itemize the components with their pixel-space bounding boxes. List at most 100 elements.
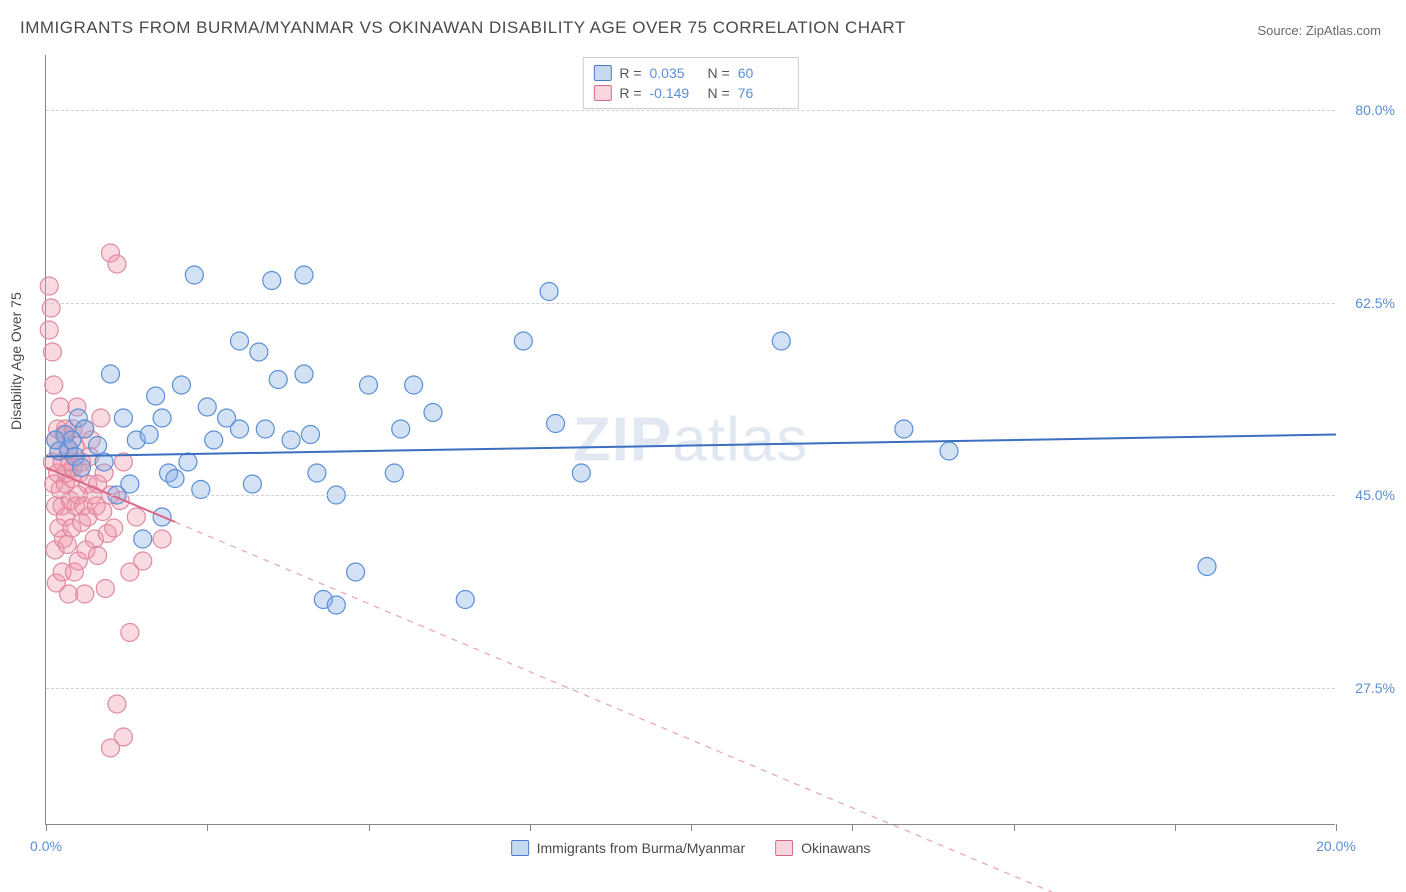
data-point <box>105 519 123 537</box>
plot-area: ZIPatlas R = 0.035 N = 60 R = -0.149 N =… <box>45 55 1335 825</box>
x-tick <box>852 824 853 831</box>
y-tick-label: 62.5% <box>1355 295 1395 311</box>
data-point <box>40 277 58 295</box>
n-value-blue: 60 <box>738 65 788 81</box>
data-point <box>89 547 107 565</box>
x-tick <box>1014 824 1015 831</box>
chart-svg <box>46 55 1335 824</box>
source-name: ZipAtlas.com <box>1306 23 1381 38</box>
x-tick <box>207 824 208 831</box>
data-point <box>895 420 913 438</box>
data-point <box>134 552 152 570</box>
x-tick <box>46 824 47 831</box>
x-tick <box>1175 824 1176 831</box>
data-point <box>347 563 365 581</box>
data-point <box>102 365 120 383</box>
data-point <box>250 343 268 361</box>
data-point <box>51 398 69 416</box>
swatch-blue-icon <box>511 840 529 856</box>
data-point <box>102 739 120 757</box>
data-point <box>231 420 249 438</box>
gridline-h <box>46 688 1335 689</box>
n-label: N = <box>708 85 730 101</box>
data-point <box>1198 558 1216 576</box>
x-tick <box>691 824 692 831</box>
data-point <box>166 470 184 488</box>
data-point <box>295 266 313 284</box>
data-point <box>172 376 190 394</box>
data-point <box>47 431 65 449</box>
source-label: Source: <box>1257 23 1305 38</box>
data-point <box>263 272 281 290</box>
swatch-pink-icon <box>593 85 611 101</box>
data-point <box>76 585 94 603</box>
x-tick <box>1336 824 1337 831</box>
data-point <box>121 475 139 493</box>
legend-row-blue: R = 0.035 N = 60 <box>593 63 787 83</box>
data-point <box>43 343 61 361</box>
y-axis-label: Disability Age Over 75 <box>8 292 24 430</box>
data-point <box>392 420 410 438</box>
swatch-pink-icon <box>775 840 793 856</box>
data-point <box>76 420 94 438</box>
data-point <box>179 453 197 471</box>
data-point <box>140 426 158 444</box>
data-point <box>405 376 423 394</box>
y-tick-label: 27.5% <box>1355 680 1395 696</box>
data-point <box>256 420 274 438</box>
data-point <box>282 431 300 449</box>
legend-label-blue: Immigrants from Burma/Myanmar <box>537 840 745 856</box>
data-point <box>153 530 171 548</box>
data-point <box>540 283 558 301</box>
data-point <box>96 580 114 598</box>
data-point <box>108 255 126 273</box>
data-point <box>58 536 76 554</box>
x-tick <box>369 824 370 831</box>
data-point <box>92 409 110 427</box>
data-point <box>205 431 223 449</box>
legend-item-blue: Immigrants from Burma/Myanmar <box>511 840 745 856</box>
data-point <box>72 459 90 477</box>
data-point <box>121 624 139 642</box>
chart-container: IMMIGRANTS FROM BURMA/MYANMAR VS OKINAWA… <box>0 0 1406 892</box>
data-point <box>147 387 165 405</box>
y-tick-label: 45.0% <box>1355 487 1395 503</box>
data-point <box>127 508 145 526</box>
r-label: R = <box>619 85 641 101</box>
data-point <box>153 409 171 427</box>
gridline-h <box>46 110 1335 111</box>
data-point <box>60 585 78 603</box>
data-point <box>772 332 790 350</box>
data-point <box>385 464 403 482</box>
correlation-legend: R = 0.035 N = 60 R = -0.149 N = 76 <box>582 57 798 109</box>
x-tick-label-left: 0.0% <box>30 838 62 854</box>
data-point <box>185 266 203 284</box>
gridline-h <box>46 495 1335 496</box>
legend-row-pink: R = -0.149 N = 76 <box>593 83 787 103</box>
x-tick <box>530 824 531 831</box>
data-point <box>295 365 313 383</box>
data-point <box>514 332 532 350</box>
n-value-pink: 76 <box>738 85 788 101</box>
data-point <box>198 398 216 416</box>
data-point <box>456 591 474 609</box>
data-point <box>308 464 326 482</box>
legend-item-pink: Okinawans <box>775 840 870 856</box>
data-point <box>269 371 287 389</box>
swatch-blue-icon <box>593 65 611 81</box>
data-point <box>134 530 152 548</box>
data-point <box>243 475 261 493</box>
r-value-pink: -0.149 <box>650 85 700 101</box>
data-point <box>572 464 590 482</box>
data-point <box>40 321 58 339</box>
source-credit: Source: ZipAtlas.com <box>1257 23 1381 38</box>
n-label: N = <box>708 65 730 81</box>
data-point <box>547 415 565 433</box>
data-point <box>94 503 112 521</box>
data-point <box>231 332 249 350</box>
data-point <box>424 404 442 422</box>
data-point <box>108 695 126 713</box>
data-point <box>89 437 107 455</box>
data-point <box>327 596 345 614</box>
gridline-h <box>46 303 1335 304</box>
